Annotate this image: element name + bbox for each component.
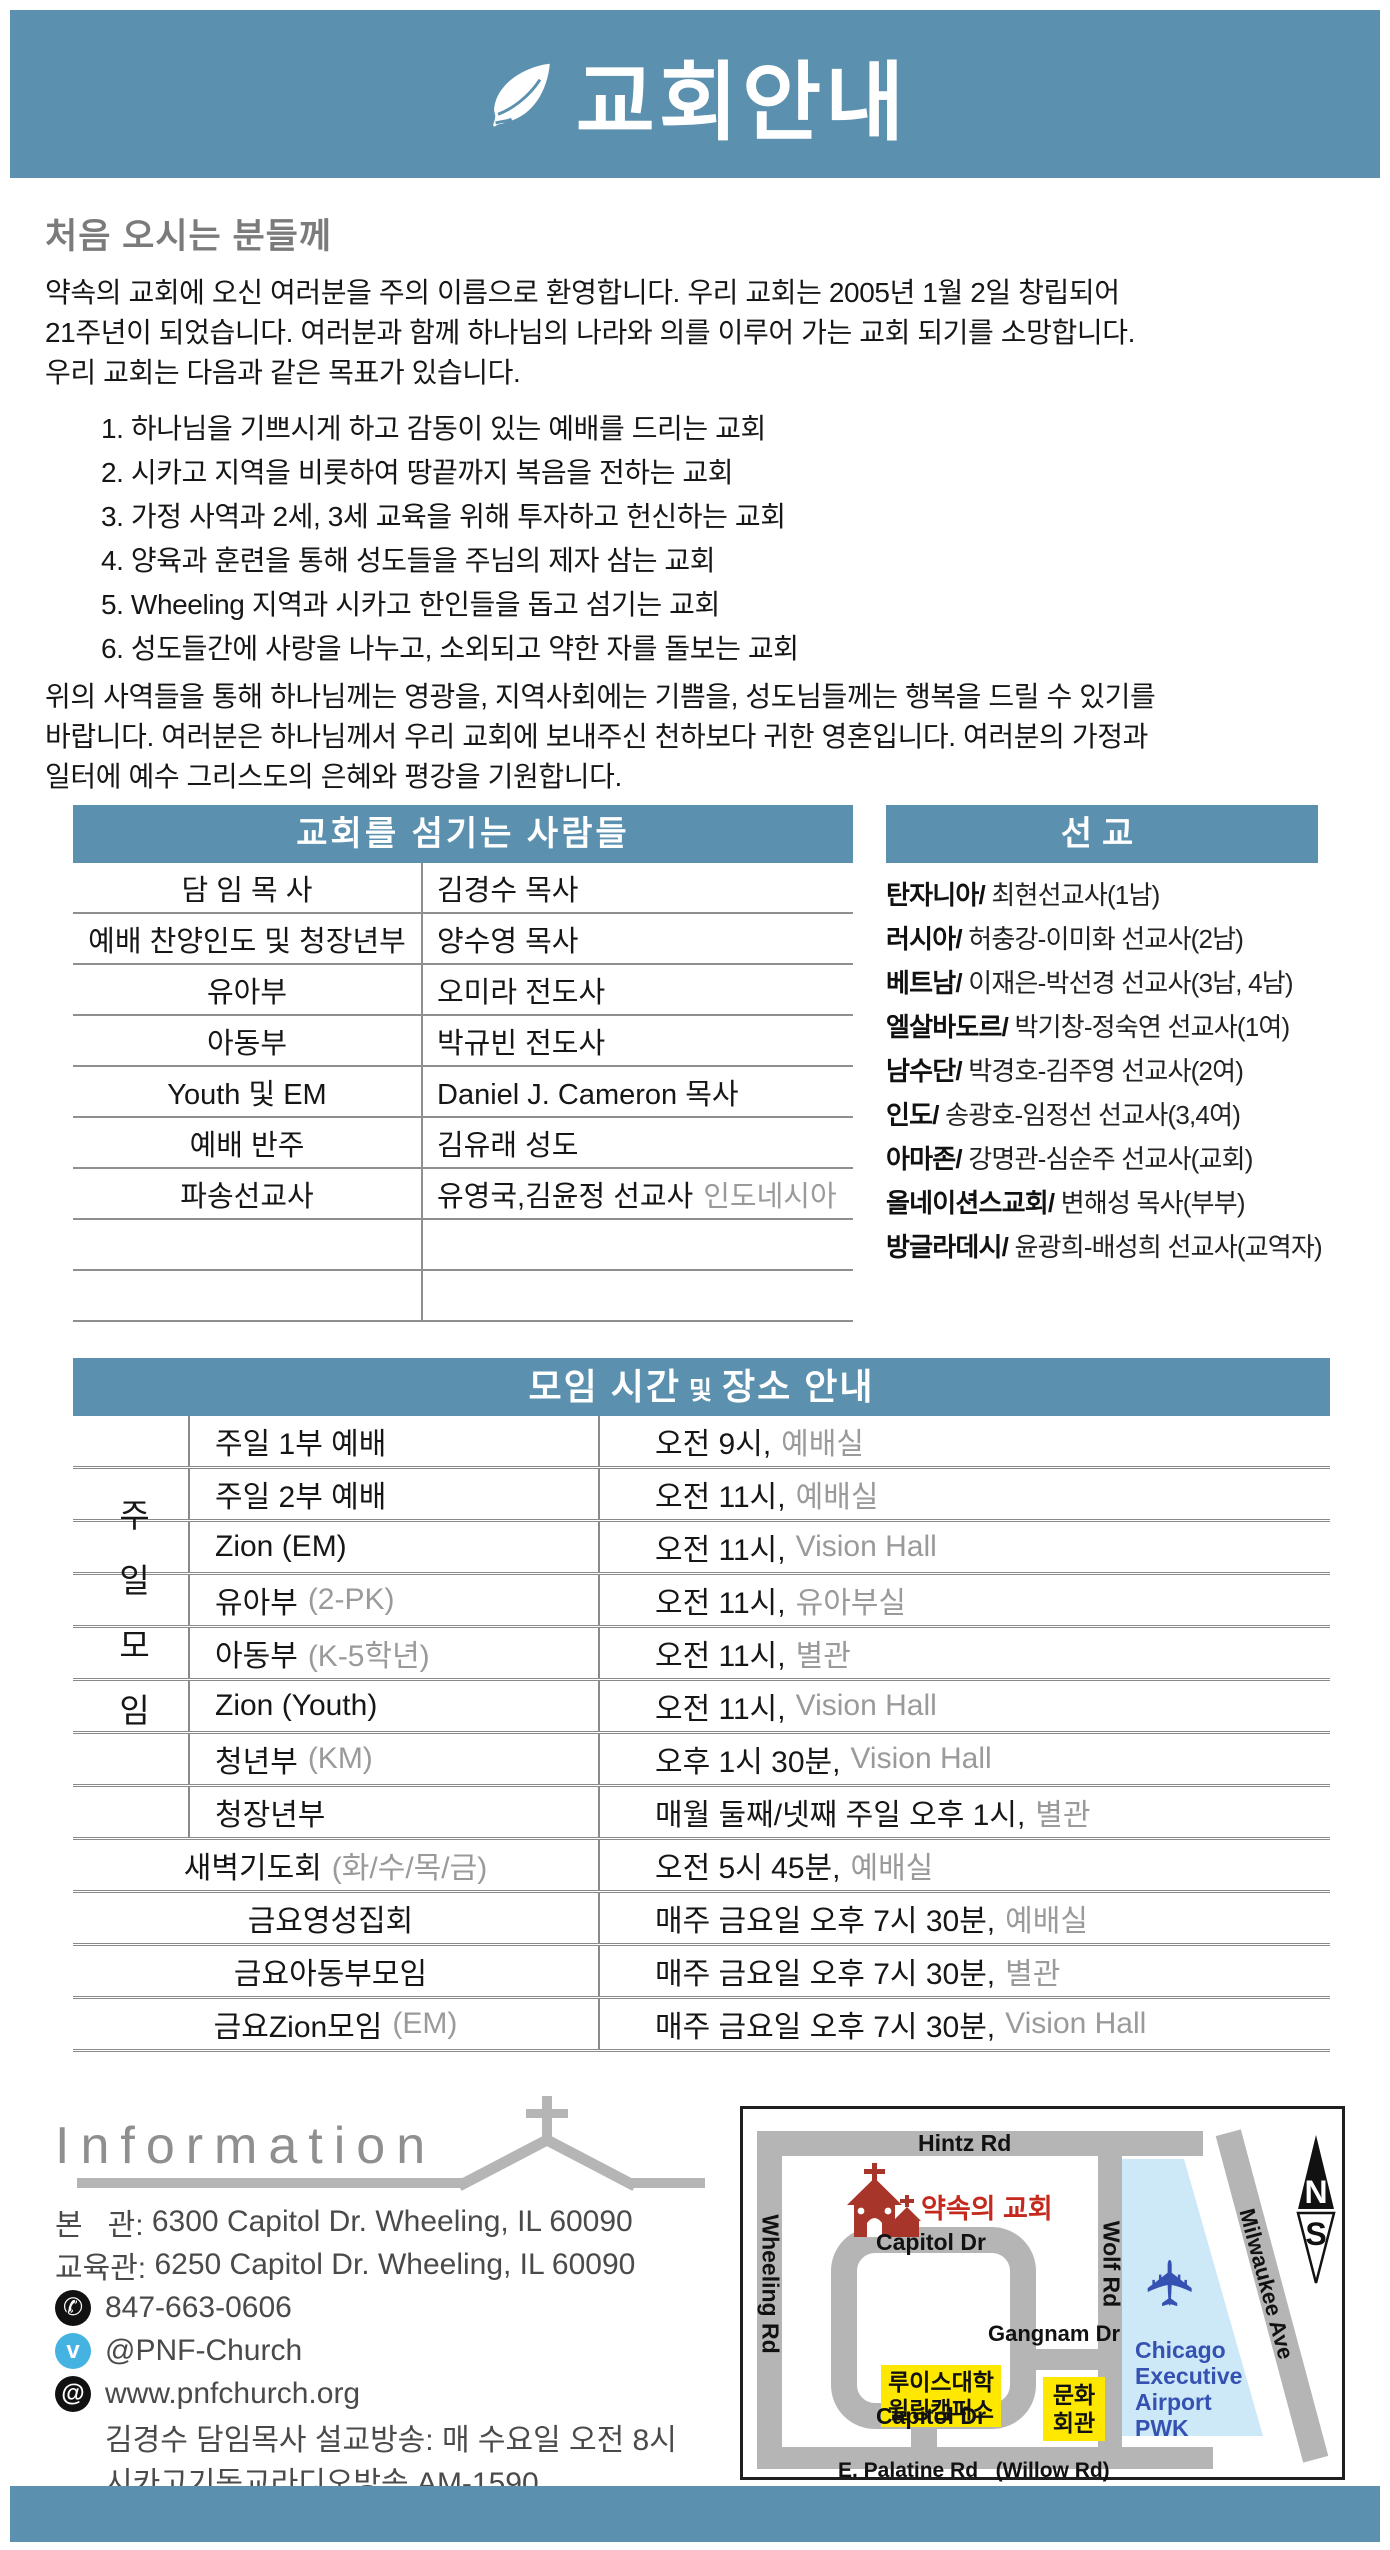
sunday-group-label: 주일모임 [113, 1498, 151, 1758]
broadcast-line: 김경수 담임목사 설교방송: 매 수요일 오전 8시 [105, 2423, 677, 2457]
missions-header: 선교 [886, 805, 1318, 863]
info-title: Information [55, 2117, 437, 2175]
schedule-row: 새벽기도회 (화/수/목/금) 오전 5시 45분, 예배실 [73, 1840, 1330, 1893]
goal-item: 4. 양육과 훈련을 통해 성도들을 주님의 제자 삼는 교회 [101, 545, 716, 576]
social-handle[interactable]: @PNF-Church [105, 2333, 303, 2367]
mission-item: 인도/ 송광호-임정선 선교사(3,4여) [886, 1100, 1241, 1130]
schedule-body: 주일모임 주일 1부 예배 오전 9시, 예배실 주일 2부 예배 오전 11시,… [73, 1416, 1330, 2052]
address-education: 교육관: 6250 Capitol Dr. Wheeling, IL 60090 [55, 2247, 636, 2285]
mission-item: 남수단/ 박경호-김주영 선교사(2여) [886, 1056, 1244, 1086]
info-section: Information 본 관: 6300 Capitol Dr. Wheeli… [55, 2096, 715, 2501]
road-label-wheeling: Wheeling Rd [757, 2214, 784, 2354]
schedule-row: 금요아동부모임 매주 금요일 오후 7시 30분, 별관 [73, 1946, 1330, 1999]
feather-icon [493, 63, 550, 127]
mission-item: 러시아/ 허충강-이미화 선교사(2남) [886, 924, 1244, 954]
table-row: 아동부 박규빈 전도사 [73, 1016, 853, 1067]
serving-people-header: 교회를 섬기는 사람들 [73, 805, 853, 863]
address-main: 본 관: 6300 Capitol Dr. Wheeling, IL 60090 [55, 2204, 633, 2242]
mission-item: 엘살바도르/ 박기창-정숙연 선교사(1여) [886, 1012, 1290, 1042]
road-wheeling [757, 2131, 782, 2449]
schedule-row: 청년부 (KM) 오후 1시 30분, Vision Hall [73, 1734, 1330, 1787]
schedule-row: Zion (EM) 오전 11시, Vision Hall [73, 1522, 1330, 1575]
goal-item: 2. 시카고 지역을 비롯하여 땅끝까지 복음을 전하는 교회 [101, 457, 734, 488]
church-goals-list: 1. 하나님을 기쁘시게 하고 감동이 있는 예배를 드리는 교회 2. 시카고… [45, 407, 1345, 671]
church-roof-graphic [77, 2096, 705, 2191]
at-icon: @ [55, 2375, 91, 2412]
table-row: 예배 찬양인도 및 청장년부 양수영 목사 [73, 914, 853, 965]
road-label-hintz: Hintz Rd [918, 2130, 1012, 2156]
goal-item: 5. Wheeling 지역과 시카고 한인들을 돕고 섬기는 교회 [101, 589, 720, 620]
schedule-header: 모임 시간 및 장소 안내 [73, 1358, 1330, 1416]
missions-section: 선교 탄자니아/ 최현선교사(1남) 러시아/ 허충강-이미화 선교사(2남) … [886, 805, 1323, 1269]
landmark-louis-university: 루이스대학 윌링캠퍼스 [881, 2365, 1001, 2427]
schedule-table: 모임 시간 및 장소 안내 주일모임 주일 1부 예배 오전 9시, 예배실 주일 2… [73, 1358, 1330, 2052]
road-hintz [757, 2131, 1203, 2156]
road-label-capitol-bottom: Capitol Dr [876, 2403, 986, 2429]
mission-item: 방글라데시/ 윤광희-배성희 선교사(교역자) [886, 1232, 1323, 1262]
goal-item: 3. 가정 사역과 2세, 3세 교육을 위해 투자하고 헌신하는 교회 [101, 501, 786, 532]
website-url[interactable]: www.pnfchurch.org [105, 2376, 361, 2410]
schedule-row: 주일 2부 예배 오전 11시, 예배실 [73, 1469, 1330, 1522]
intro-line: 약속의 교회에 오신 여러분을 주의 이름으로 환영합니다. 우리 교회는 20… [45, 277, 1120, 308]
outro-line: 위의 사역들을 통해 하나님께는 영광을, 지역사회에는 기쁨을, 성도님들께는… [45, 681, 1156, 712]
svg-text:N: N [1304, 2174, 1327, 2210]
table-row: 유아부 오미라 전도사 [73, 965, 853, 1016]
schedule-row: 금요Zion모임 (EM) 매주 금요일 오후 7시 30분, Vision Hal… [73, 1999, 1330, 2052]
mission-item: 올네이션스교회/ 변해성 목사(부부) [886, 1188, 1245, 1218]
mission-item: 아마존/ 강명관-심순주 선교사(교회) [886, 1144, 1253, 1174]
airport-label: Chicago Executive Airport PWK [1135, 2337, 1243, 2441]
road-label-wolf: Wolf Rd [1098, 2220, 1125, 2308]
road-label-capitol-top: Capitol Dr [876, 2229, 986, 2255]
welcome-section: 처음 오시는 분들께 약속의 교회에 오신 여러분을 주의 이름으로 환영합니다… [45, 192, 1345, 797]
table-row-empty [73, 1271, 853, 1322]
road-label-gangnam: Gangnam Dr [988, 2321, 1121, 2346]
phone-number[interactable]: 847-663-0606 [105, 2290, 292, 2324]
intro-line: 우리 교회는 다음과 같은 목표가 있습니다. [45, 357, 521, 388]
outro-line: 일터에 예수 그리스도의 은혜와 평강을 기원합니다. [45, 761, 622, 792]
goal-item: 1. 하나님을 기쁘시게 하고 감동이 있는 예배를 드리는 교회 [101, 413, 766, 444]
schedule-row: 아동부 (K-5학년) 오전 11시, 별관 [73, 1628, 1330, 1681]
mission-item: 베트남/ 이재은-박선경 선교사(3남, 4남) [886, 968, 1294, 998]
social-line: v @PNF-Church [55, 2329, 715, 2372]
church-name-label: 약속의 교회 [921, 2194, 1053, 2224]
airplane-icon: ✈ [1134, 2256, 1207, 2310]
location-map: ✈ Chicago Executive Airport PWK 약속의 교회 [740, 2106, 1345, 2482]
svg-text:S: S [1305, 2216, 1326, 2252]
schedule-row: 금요영성집회 매주 금요일 오후 7시 30분, 예배실 [73, 1893, 1330, 1946]
mission-item: 탄자니아/ 최현선교사(1남) [886, 880, 1160, 910]
road-capitol-stub [911, 2425, 937, 2451]
vimeo-icon: v [55, 2332, 91, 2369]
schedule-row: Zion (Youth) 오전 11시, Vision Hall [73, 1681, 1330, 1734]
page-title: 교회안내 [575, 54, 909, 151]
footer-bar [10, 2486, 1380, 2542]
table-row: 담 임 목 사 김경수 목사 [73, 863, 853, 914]
website-line: @ www.pnfchurch.org [55, 2372, 715, 2415]
schedule-row: 청장년부 매월 둘째/넷째 주일 오후 1시, 별관 [73, 1787, 1330, 1840]
road-gangnam [1034, 2349, 1100, 2370]
table-row: 예배 반주 김유래 성도 [73, 1118, 853, 1169]
table-row: Youth 및 EM Daniel J. Cameron 목사 [73, 1067, 853, 1118]
schedule-row: 주일 1부 예배 오전 9시, 예배실 [73, 1416, 1330, 1469]
road-palatine [757, 2447, 1213, 2469]
landmark-culture-center: 문화 회관 [1043, 2377, 1105, 2441]
table-row: 파송선교사 유영국,김윤정 선교사 인도네시아 [73, 1169, 853, 1220]
goal-item: 6. 성도들간에 사랑을 나누고, 소외되고 약한 자를 돌보는 교회 [101, 633, 799, 664]
table-row-empty [73, 1220, 853, 1271]
missions-list: 탄자니아/ 최현선교사(1남) 러시아/ 허충강-이미화 선교사(2남) 베트남… [886, 873, 1323, 1269]
welcome-title: 처음 오시는 분들께 [45, 217, 333, 256]
info-header: Information [55, 2096, 715, 2191]
church-icon [847, 2163, 921, 2237]
page-header: 교회안내 [10, 10, 1380, 178]
phone-line: ✆ 847-663-0606 [55, 2286, 715, 2329]
compass-icon: N S [1296, 2135, 1336, 2284]
phone-icon: ✆ [55, 2289, 91, 2326]
road-label-palatine: E. Palatine Rd (Willow Rd) [838, 2459, 1110, 2482]
intro-line: 21주년이 되었습니다. 여러분과 함께 하나님의 나라와 의를 이루어 가는 … [45, 317, 1135, 348]
outro-line: 바랍니다. 여러분은 하나님께서 우리 교회에 보내주신 천하보다 귀한 영혼입… [45, 721, 1148, 752]
schedule-row: 유아부 (2-PK) 오전 11시, 유아부실 [73, 1575, 1330, 1628]
serving-people-table: 교회를 섬기는 사람들 담 임 목 사 김경수 목사 예배 찬양인도 및 청장년… [73, 805, 853, 1322]
